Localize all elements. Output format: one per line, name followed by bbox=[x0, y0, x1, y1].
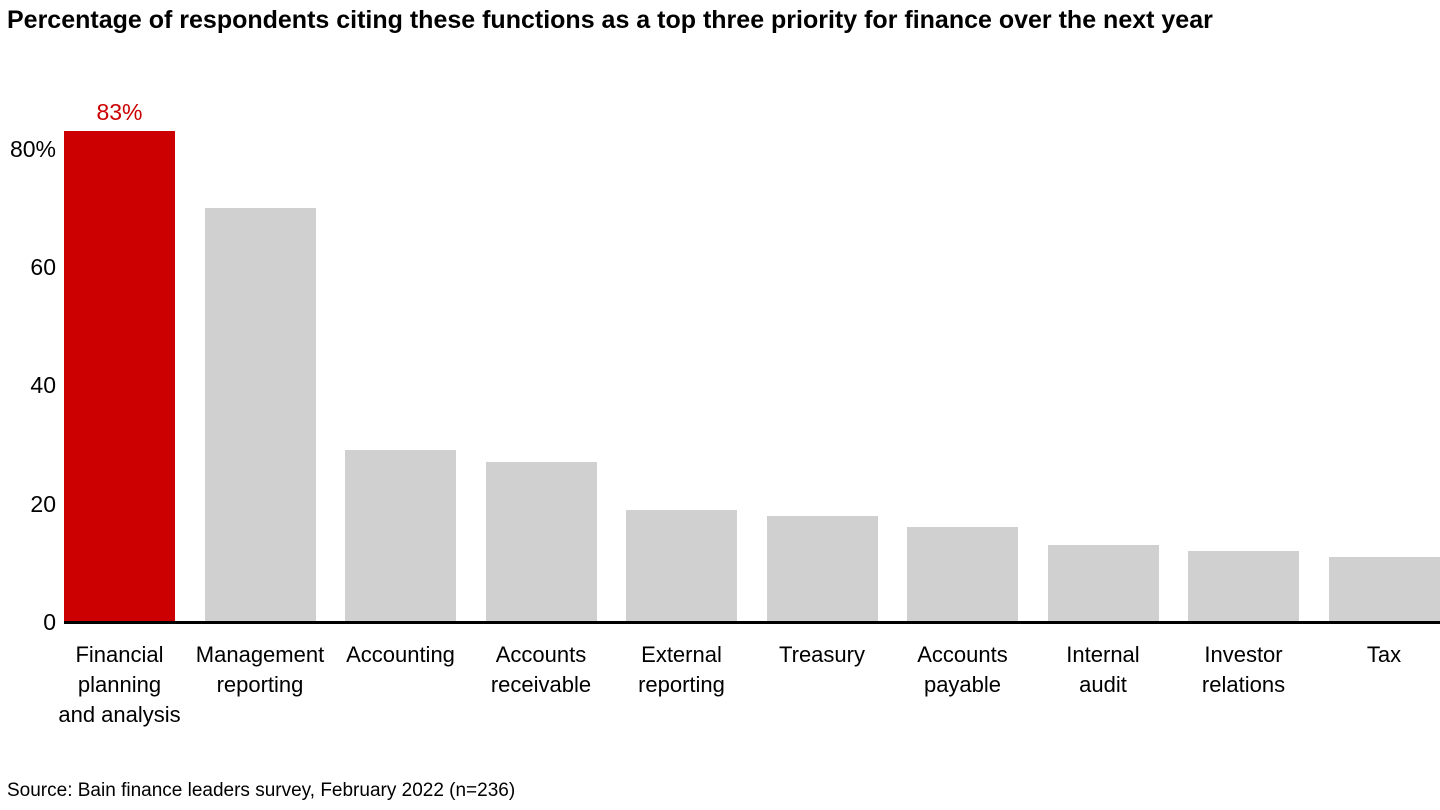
x-category-label: Financial planning and analysis bbox=[58, 642, 181, 727]
bar bbox=[1188, 551, 1299, 622]
bar bbox=[907, 527, 1018, 622]
x-category-label: External reporting bbox=[638, 642, 725, 697]
x-category-label: Internal audit bbox=[1066, 642, 1140, 697]
bar bbox=[204, 208, 316, 622]
x-category-label: Accounting bbox=[346, 642, 455, 667]
y-tick-label: 20 bbox=[30, 490, 56, 517]
x-category-label: Management reporting bbox=[195, 642, 325, 697]
x-category-label: Treasury bbox=[779, 642, 865, 667]
x-category-label: Investor relations bbox=[1201, 642, 1286, 697]
chart-title: Percentage of respondents citing these f… bbox=[7, 6, 1213, 34]
x-category-label: Tax bbox=[1366, 642, 1402, 667]
x-category-label: Accounts receivable bbox=[490, 642, 592, 697]
bar bbox=[1328, 557, 1440, 622]
bar bbox=[1047, 545, 1159, 622]
y-tick-label: 80% bbox=[9, 135, 56, 162]
x-category-label: Accounts payable bbox=[917, 642, 1008, 697]
x-axis-line bbox=[64, 621, 1440, 624]
y-tick-label: 0 bbox=[43, 609, 56, 635]
bar bbox=[64, 131, 175, 622]
bar bbox=[345, 450, 456, 622]
y-tick-label: 60 bbox=[30, 254, 56, 281]
source-note: Source: Bain finance leaders survey, Feb… bbox=[7, 780, 516, 801]
bar bbox=[485, 462, 597, 622]
bar-value-label: 83% bbox=[96, 99, 143, 125]
bar bbox=[626, 510, 737, 622]
bar bbox=[766, 516, 878, 622]
y-tick-label: 40 bbox=[30, 372, 56, 399]
